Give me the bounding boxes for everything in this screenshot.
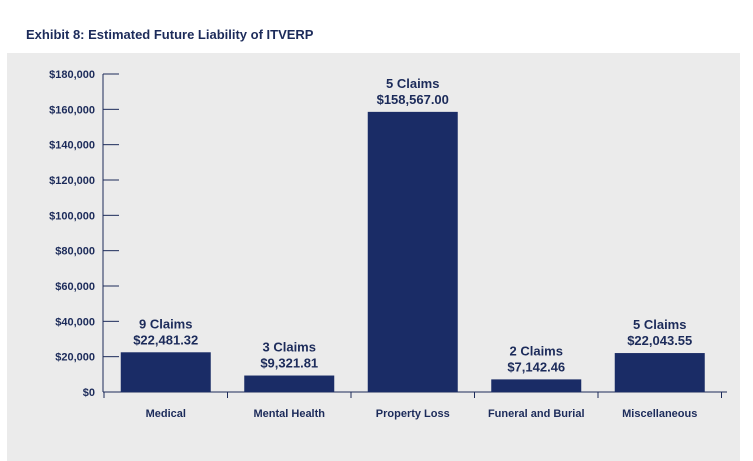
y-tick-label: $0 [83, 387, 95, 399]
claims-label: 5 Claims [633, 317, 686, 332]
x-category-label: Miscellaneous [622, 408, 697, 420]
y-tick-label: $180,000 [49, 69, 95, 81]
chart-title: Exhibit 8: Estimated Future Liability of… [26, 27, 314, 42]
x-category-label: Mental Health [253, 408, 325, 420]
bar [491, 379, 582, 392]
claims-label: 9 Claims [139, 316, 192, 331]
bar [367, 111, 458, 393]
chart-bars [120, 111, 705, 393]
value-label: $9,321.81 [260, 356, 318, 371]
y-tick-label: $160,000 [49, 104, 95, 116]
y-tick-label: $120,000 [49, 175, 95, 187]
chart-axes: $0 $20,000 $40,000 $60,000 $80,000 $100,000 $1… [49, 69, 727, 399]
claims-label: 5 Claims [386, 76, 439, 91]
value-label: $7,142.46 [507, 359, 565, 374]
x-category-label: Property Loss [376, 408, 450, 420]
x-category-label: Medical [146, 408, 186, 420]
y-tick-label: $140,000 [49, 140, 95, 152]
claims-label: 2 Claims [510, 343, 563, 358]
y-tick-label: $60,000 [55, 281, 95, 293]
value-label: $158,567.00 [377, 92, 449, 107]
bar [614, 353, 705, 392]
x-category-label: Funeral and Burial [488, 408, 585, 420]
bar [120, 352, 211, 392]
claims-label: 3 Claims [263, 340, 316, 355]
y-tick-label: $40,000 [55, 316, 95, 328]
value-label: $22,481.32 [133, 332, 198, 347]
chart-labels: 9 Claims$22,481.32 Medical 3 Claims$9,321.… [133, 76, 697, 420]
y-tick-label: $80,000 [55, 246, 95, 258]
bar [244, 375, 335, 392]
value-label: $22,043.55 [627, 333, 692, 348]
y-tick-label: $20,000 [55, 352, 95, 364]
y-tick-label: $100,000 [49, 210, 95, 222]
